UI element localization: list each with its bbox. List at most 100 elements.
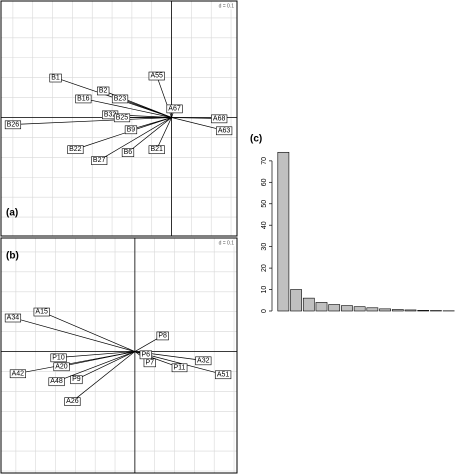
arrow-label: P8 — [158, 332, 167, 339]
arrow — [13, 117, 172, 125]
y-tick-label: 30 — [261, 243, 268, 251]
arrow-label-box — [215, 370, 232, 380]
arrow-label: P7 — [145, 359, 154, 366]
arrow-label: B9 — [127, 126, 136, 133]
arrow-label: B23 — [114, 95, 127, 102]
bar — [417, 310, 430, 312]
arrow-label: A48 — [50, 378, 63, 385]
arrow-label: P6 — [141, 351, 150, 358]
bar — [404, 309, 417, 312]
bar — [353, 306, 366, 312]
arrow-label-box — [70, 375, 83, 385]
arrow-label-box — [124, 125, 138, 135]
arrow — [83, 99, 172, 118]
arrow — [76, 351, 136, 380]
arrow-label-box — [4, 313, 22, 323]
arrow — [42, 311, 136, 352]
arrow-label-box — [156, 331, 169, 341]
bar — [277, 151, 290, 312]
y-tick-label: 50 — [261, 200, 268, 208]
arrow-label: B2 — [99, 87, 108, 94]
bar — [328, 304, 341, 312]
bar — [379, 308, 391, 312]
arrow-label: A67 — [168, 105, 181, 112]
arrow-label-box — [97, 86, 110, 96]
arrow-label-box — [148, 71, 165, 81]
arrow-label: B25 — [116, 114, 129, 121]
grid-label: d = 0.1 — [219, 3, 235, 9]
panel-label: (a) — [6, 208, 18, 219]
bar — [391, 309, 404, 312]
arrow-label: A68 — [213, 115, 226, 122]
arrow-label: B21 — [150, 146, 163, 153]
arrow-label-box — [4, 120, 22, 130]
arrow-label: A34 — [7, 315, 20, 322]
arrow-label: P10 — [52, 354, 65, 361]
arrow-label-box — [216, 126, 233, 136]
arrow-label: B26 — [7, 121, 20, 128]
arrow — [171, 117, 225, 131]
arrow-label-box — [143, 358, 156, 368]
panel-frame — [0, 237, 238, 474]
arrow-label-box — [111, 94, 129, 104]
y-tick-label: 60 — [261, 178, 268, 186]
arrow-label: A32 — [197, 357, 210, 364]
arrow-label-box — [121, 148, 135, 157]
arrow-label: B6 — [124, 149, 133, 156]
arrow-label-box — [148, 145, 165, 155]
arrow-label-box — [91, 156, 108, 165]
panel-label: (b) — [6, 251, 19, 262]
arrow — [59, 351, 135, 358]
arrow-label: A15 — [35, 309, 48, 316]
arrow — [57, 351, 135, 382]
arrow-label: P11 — [174, 364, 186, 371]
arrow-label: A20 — [55, 363, 68, 370]
panel-label: (c) — [250, 134, 262, 145]
arrow-label: B22 — [69, 146, 82, 153]
grid-label-bg — [217, 240, 236, 247]
arrow-label: A51 — [217, 371, 230, 378]
bar — [290, 289, 302, 312]
arrow-label-box — [75, 94, 92, 104]
arrow — [72, 351, 136, 402]
y-tick-label: 70 — [261, 157, 268, 165]
arrow-label-box — [49, 73, 62, 83]
arrow — [13, 318, 135, 352]
arrow-label-box — [48, 377, 65, 387]
arrow — [75, 117, 172, 150]
arrow-label-box — [9, 369, 26, 379]
arrow-label-box — [50, 353, 67, 363]
bar — [315, 302, 328, 312]
arrow-label: B16 — [77, 95, 90, 102]
arrow-label-box — [53, 362, 70, 372]
grid-label: d = 0.1 — [219, 240, 235, 246]
arrow — [99, 117, 172, 161]
panel-frame — [0, 0, 238, 237]
arrow-label-box — [64, 397, 81, 406]
arrow-label-box — [33, 307, 50, 317]
y-tick-label: 0 — [261, 309, 268, 313]
bar — [302, 297, 315, 312]
arrow — [120, 99, 172, 118]
y-tick-label: 10 — [261, 286, 268, 294]
bar — [341, 305, 353, 312]
arrow-label: A55 — [150, 73, 163, 80]
y-tick-label: 40 — [261, 221, 268, 229]
arrow-label-box — [211, 114, 228, 124]
grid-label-bg — [217, 3, 236, 10]
arrow-label-box — [171, 363, 188, 373]
arrow-label: B27 — [93, 157, 106, 164]
arrow-label: A26 — [66, 398, 79, 405]
arrow-label: B32 — [104, 111, 117, 118]
y-tick-label: 20 — [261, 264, 268, 272]
arrow — [156, 117, 172, 150]
arrow-label: B1 — [51, 75, 60, 82]
arrow-label-box — [195, 356, 212, 366]
arrow-label: A42 — [12, 370, 25, 377]
arrow-label: P9 — [72, 376, 81, 383]
arrow-label-box — [67, 145, 84, 155]
bar — [366, 307, 379, 312]
arrow-label: A63 — [218, 127, 231, 134]
